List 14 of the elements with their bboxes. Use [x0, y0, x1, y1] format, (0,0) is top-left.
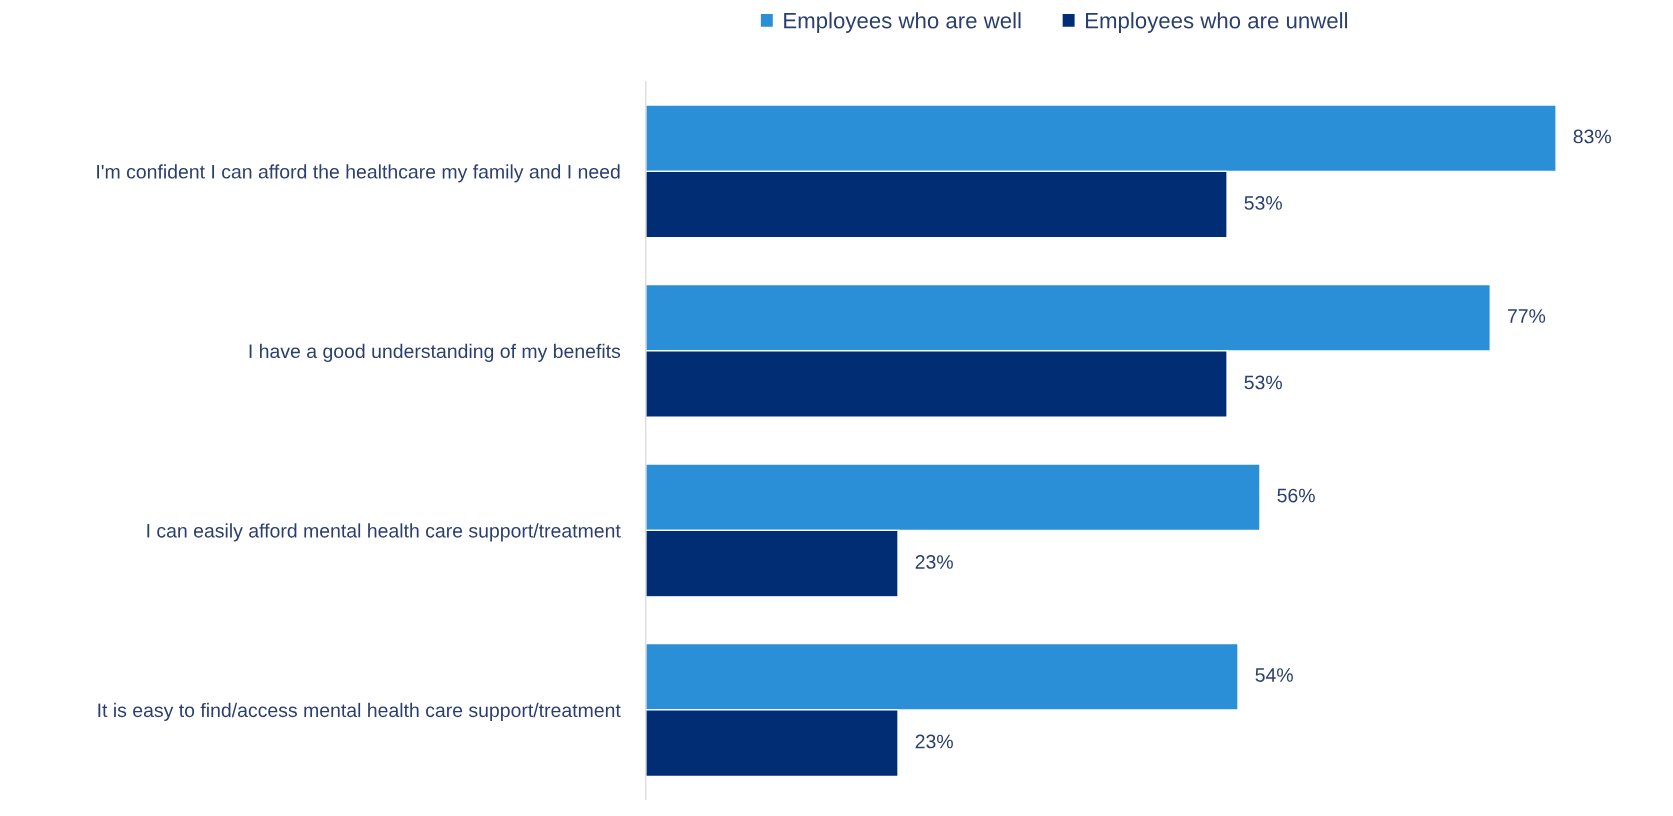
data-label: 23%	[915, 555, 953, 569]
y-tick-label: I have a good understanding of my benefits	[249, 343, 621, 362]
data-label: 23%	[915, 734, 953, 749]
data-label: 53%	[1244, 196, 1282, 210]
y-tick-label: I'm confident I can afford the healthcare my family and I need	[97, 164, 620, 183]
data-label: 83%	[1573, 129, 1611, 144]
legend-label: Employees who are well	[784, 12, 1021, 33]
data-label: 53%	[1244, 375, 1282, 390]
data-label: 56%	[1277, 488, 1315, 503]
legend-label: Employees who are unwell	[1086, 12, 1348, 33]
y-tick-label: It is easy to find/access mental health care support/treatment	[98, 702, 621, 721]
y-tick-label: I can easily afford mental health care support/treatment	[147, 523, 621, 542]
data-label: 77%	[1507, 309, 1546, 323]
data-label: 54%	[1255, 668, 1293, 682]
